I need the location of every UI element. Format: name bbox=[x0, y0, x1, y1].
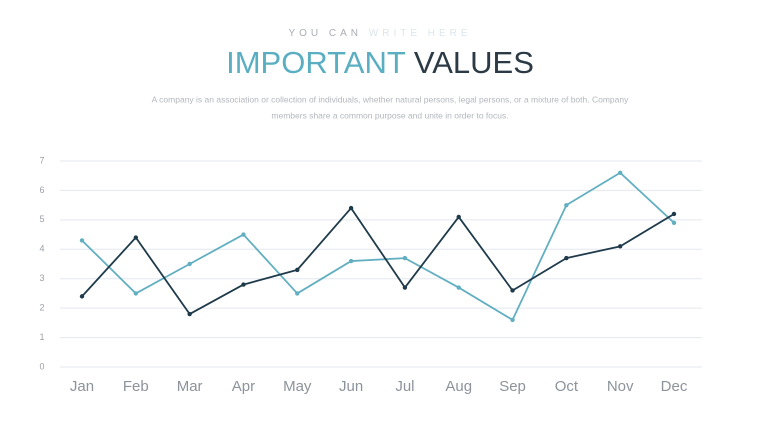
x-tick-label: Feb bbox=[123, 378, 149, 395]
y-tick-label: 1 bbox=[39, 332, 44, 342]
x-tick-label: Oct bbox=[555, 378, 579, 395]
point bbox=[510, 317, 515, 323]
plot: 0 1 2 3 4 5 6 7 Jan Feb Mar Apr May Jun Jul Aug Sep Oct No… bbox=[39, 155, 702, 395]
point bbox=[295, 291, 300, 296]
point bbox=[241, 232, 246, 237]
point bbox=[187, 261, 192, 267]
point bbox=[564, 202, 569, 208]
point bbox=[402, 255, 408, 261]
point bbox=[456, 285, 461, 290]
series-line bbox=[81, 171, 675, 321]
x-tick-label: Mar bbox=[177, 378, 203, 395]
point bbox=[241, 282, 246, 287]
series-line bbox=[81, 207, 675, 315]
x-tick-label: May bbox=[283, 378, 312, 395]
kicker-text: YOU CAN bbox=[288, 28, 362, 39]
point bbox=[79, 238, 85, 243]
x-tick-label: Nov bbox=[607, 378, 634, 395]
y-tick-label: 2 bbox=[39, 303, 44, 313]
y-tick-label: 3 bbox=[39, 273, 44, 283]
x-tick-label: Sep bbox=[499, 378, 526, 395]
title-text: IMPORTANT bbox=[226, 45, 406, 80]
point bbox=[133, 291, 139, 296]
point bbox=[79, 294, 85, 299]
x-tick-label: Jun bbox=[339, 378, 363, 395]
point bbox=[617, 244, 623, 249]
y-tick-label: 6 bbox=[39, 185, 44, 195]
x-tick-label: Jul bbox=[395, 378, 414, 395]
point bbox=[187, 311, 192, 317]
title-text: VALUES bbox=[414, 45, 534, 80]
x-tick-label: Apr bbox=[232, 378, 255, 395]
y-tick-label: 0 bbox=[39, 361, 44, 371]
point bbox=[348, 258, 354, 264]
title: IMPORTANT VALUES bbox=[226, 45, 534, 80]
point bbox=[510, 288, 515, 293]
x-tick-label: Dec bbox=[661, 378, 688, 395]
y-tick-label: 4 bbox=[39, 244, 44, 254]
point bbox=[402, 285, 408, 290]
x-tick-label: Jan bbox=[70, 378, 94, 395]
point bbox=[133, 235, 139, 240]
point bbox=[671, 220, 677, 225]
x-tick-label: Aug bbox=[445, 378, 472, 395]
point bbox=[671, 211, 677, 217]
point bbox=[348, 205, 354, 211]
subtitle: A company is an association or collectio… bbox=[152, 94, 629, 104]
y-tick-label: 7 bbox=[39, 155, 44, 165]
point bbox=[564, 255, 569, 261]
kicker: YOU CAN WRITE HERE bbox=[288, 28, 471, 39]
kicker-text: WRITE HERE bbox=[369, 28, 472, 39]
point bbox=[617, 170, 623, 175]
subtitle: members share a common purpose and unite… bbox=[271, 110, 508, 120]
point bbox=[456, 214, 461, 220]
y-tick-label: 5 bbox=[39, 214, 44, 224]
point bbox=[295, 267, 300, 273]
